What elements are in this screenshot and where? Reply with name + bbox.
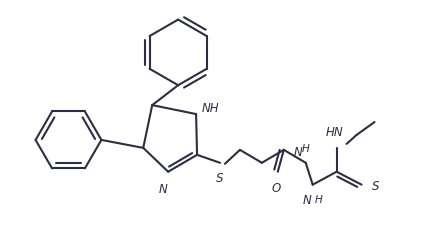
- Text: O: O: [271, 182, 280, 195]
- Text: S: S: [371, 180, 379, 193]
- Text: N: N: [159, 183, 168, 196]
- Text: H: H: [302, 144, 310, 154]
- Text: S: S: [216, 172, 224, 185]
- Text: N: N: [293, 146, 302, 159]
- Text: HN: HN: [326, 126, 344, 139]
- Text: NH: NH: [202, 102, 220, 115]
- Text: H: H: [315, 195, 323, 205]
- Text: N: N: [302, 194, 311, 207]
